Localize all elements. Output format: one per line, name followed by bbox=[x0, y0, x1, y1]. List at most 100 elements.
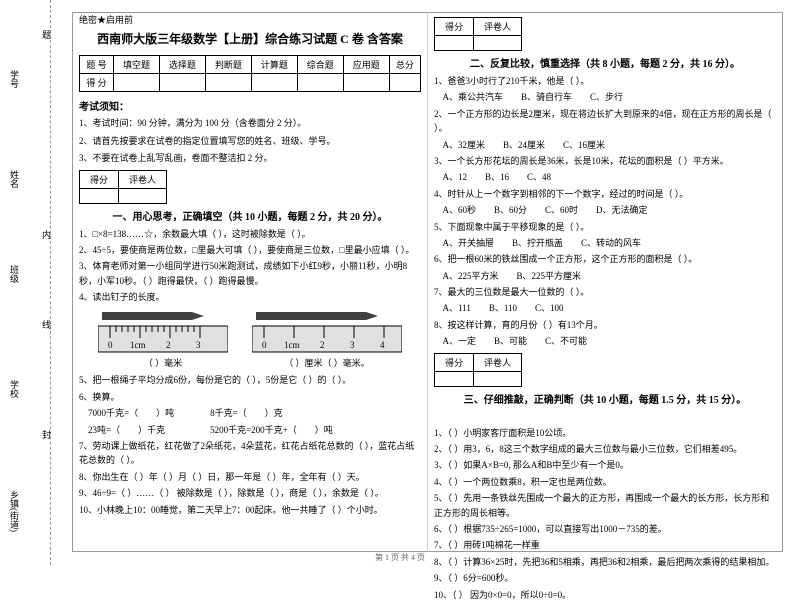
notice-item: 1、考试时间：90 分钟，满分为 100 分（含卷面分 2 分）。 bbox=[79, 117, 421, 131]
grade-cell bbox=[435, 36, 474, 51]
question: 4、读出钉子的长度。 bbox=[79, 290, 421, 304]
score-cell bbox=[114, 74, 160, 92]
question-options: A、开关抽屉 B、拧开瓶盖 C、转动的风车 bbox=[434, 236, 776, 250]
binding-char: 内 bbox=[40, 230, 53, 239]
binding-label: 班级 bbox=[8, 265, 21, 283]
question: 1、爸爸3小时行了210千米，他是（ ）。 bbox=[434, 74, 776, 88]
ruler-left: 0 1cm 2 3 （ ）毫米 bbox=[98, 308, 228, 369]
ruler-row: 0 1cm 2 3 （ ）毫米 bbox=[79, 308, 421, 369]
score-cell: 计算题 bbox=[251, 56, 297, 74]
question: 10、（ ） 因为0×0=0，所以0÷0=0。 bbox=[434, 588, 776, 602]
question-options: A、32厘米 B、24厘米 C、16厘米 bbox=[434, 138, 776, 152]
grade-cell: 评卷人 bbox=[474, 353, 522, 371]
svg-text:4: 4 bbox=[380, 340, 385, 350]
question: 9、46÷9=（ ）……（ ） 被除数是（ ），除数是（ ），商是（ ），余数是… bbox=[79, 486, 421, 500]
grade-box: 得分评卷人 bbox=[434, 353, 522, 387]
score-cell bbox=[389, 74, 420, 92]
score-cell: 应用题 bbox=[343, 56, 389, 74]
grade-cell bbox=[474, 371, 522, 386]
grade-box: 得分评卷人 bbox=[434, 17, 522, 51]
secret-label: 绝密★启用前 bbox=[79, 13, 421, 26]
score-cell: 综合题 bbox=[297, 56, 343, 74]
question: 3、（ ）如果A×B=0, 那么A和B中至少有一个是0。 bbox=[434, 458, 776, 472]
question: 4、（ ）一个两位数乘8，积一定也是两位数。 bbox=[434, 475, 776, 489]
ruler-right: 0 1cm 2 3 4 （ ）厘米（ ）毫米。 bbox=[252, 308, 402, 369]
score-cell: 填空题 bbox=[114, 56, 160, 74]
question: 8、按这样计算，育的月份（ ）有13个月。 bbox=[434, 318, 776, 332]
binding-label: 学校 bbox=[8, 380, 21, 398]
score-cell bbox=[205, 74, 251, 92]
grade-cell: 评卷人 bbox=[474, 18, 522, 36]
grade-cell: 得分 bbox=[80, 170, 119, 188]
grade-box: 得分评卷人 bbox=[79, 170, 167, 204]
question: 2、45÷5，要使商是两位数，□里最大可填（ ），要使商是三位数，□里最小应填（… bbox=[79, 243, 421, 257]
ruler-icon: 0 1cm 2 3 bbox=[98, 308, 228, 354]
section-title: 一、用心思考，正确填空（共 10 小题，每题 2 分，共 20 分）。 bbox=[79, 208, 421, 223]
question-options: A、225平方米 B、225平方厘米 bbox=[434, 269, 776, 283]
ruler-caption: （ ）毫米 bbox=[144, 356, 182, 369]
score-table: 题 号 填空题 选择题 判断题 计算题 综合题 应用题 总分 得 分 bbox=[79, 55, 421, 92]
score-cell bbox=[343, 74, 389, 92]
question: 10、小林晚上10：00睡觉，第二天早上7：00起床。他一共睡了（ ）个小时。 bbox=[79, 503, 421, 517]
question: 6、换算。 bbox=[79, 390, 421, 404]
score-cell: 题 号 bbox=[80, 56, 114, 74]
page-footer: 第 1 页 共 4 页 bbox=[0, 552, 800, 563]
section-title: 二、反复比较，慎重选择（共 8 小题，每题 2 分，共 16 分）。 bbox=[434, 55, 776, 70]
table-row: 题 号 填空题 选择题 判断题 计算题 综合题 应用题 总分 bbox=[80, 56, 421, 74]
question: 6、把一根60米的铁丝围成一个正方形，这个正方形的面积是（ ）。 bbox=[434, 252, 776, 266]
grade-cell: 得分 bbox=[435, 18, 474, 36]
spacer bbox=[434, 410, 776, 424]
binding-char: 题 bbox=[40, 30, 53, 39]
question: 23吨=（ ）千克 5200千克=200千克+（ ）吨 bbox=[79, 423, 421, 437]
svg-text:1cm: 1cm bbox=[130, 340, 146, 350]
score-cell: 判断题 bbox=[205, 56, 251, 74]
question-options: A、12 B、16 C、48 bbox=[434, 170, 776, 184]
table-row: 得 分 bbox=[80, 74, 421, 92]
score-cell: 总分 bbox=[389, 56, 420, 74]
binding-dashed-line bbox=[50, 0, 51, 565]
binding-label: 学号 bbox=[8, 70, 21, 88]
question: 7000千克=（ ）吨 8千克=（ ）克 bbox=[79, 406, 421, 420]
question-options: A、60秒 B、60分 C、60时 D、无法确定 bbox=[434, 203, 776, 217]
score-cell bbox=[251, 74, 297, 92]
question: 3、一个长方形花坛的周长是36米，长是10米，花坛的面积是（ ）平方米。 bbox=[434, 154, 776, 168]
right-column: 得分评卷人 二、反复比较，慎重选择（共 8 小题，每题 2 分，共 16 分）。… bbox=[428, 12, 783, 552]
grade-cell bbox=[474, 36, 522, 51]
binding-label: 乡镇(街道) bbox=[8, 490, 21, 532]
binding-char: 封 bbox=[40, 430, 53, 439]
score-cell bbox=[297, 74, 343, 92]
binding-label: 姓名 bbox=[8, 170, 21, 188]
question: 2、一个正方形的边长是2厘米，现在将边长扩大到原来的4倍，现在正方形的周长是（ … bbox=[434, 107, 776, 136]
svg-text:0: 0 bbox=[108, 340, 113, 350]
notice-item: 3、不要在试卷上乱写乱画，卷面不整洁扣 2 分。 bbox=[79, 152, 421, 166]
question: 7、劳动课上做纸花，红花做了2朵纸花，4朵蓝花，红花占纸花总数的（ ），蓝花占纸… bbox=[79, 439, 421, 468]
question: 4、时针从上一个数字到相邻的下一个数字，经过的时间是（ ）。 bbox=[434, 187, 776, 201]
question: 8、你出生在（ ）年（ ）月（ ）日，那一年是（ ）年，全年有（ ）天。 bbox=[79, 470, 421, 484]
ruler-icon: 0 1cm 2 3 4 bbox=[252, 308, 402, 354]
question: 7、最大的三位数是最大一位数的（ ）。 bbox=[434, 285, 776, 299]
score-cell: 得 分 bbox=[80, 74, 114, 92]
svg-text:3: 3 bbox=[196, 340, 201, 350]
grade-cell: 得分 bbox=[435, 353, 474, 371]
content-area: 绝密★启用前 西南师大版三年级数学【上册】综合练习试题 C 卷 含答案 题 号 … bbox=[72, 12, 792, 552]
svg-text:0: 0 bbox=[262, 340, 267, 350]
exam-title: 西南师大版三年级数学【上册】综合练习试题 C 卷 含答案 bbox=[79, 30, 421, 47]
question: 7、（ ）用砖1吨棉花一样重 bbox=[434, 538, 776, 552]
binding-area: 乡镇(街道) 学校 班级 姓名 学号 题 内 线 封 bbox=[0, 0, 60, 565]
grade-cell: 评卷人 bbox=[119, 170, 167, 188]
question-options: A、乘公共汽车 B、骑自行车 C、步行 bbox=[434, 90, 776, 104]
question: 2、（ ）用3，6，8这三个数字组成的最大三位数与最小三位数，它们相差495。 bbox=[434, 442, 776, 456]
question: 5、下面现象中属于平移现象的是（ ）。 bbox=[434, 220, 776, 234]
question-options: A、111 B、110 C、100 bbox=[434, 301, 776, 315]
question: 6、（ ）根据735÷265=1000，可以直接写出1000－735的差。 bbox=[434, 522, 776, 536]
binding-char: 线 bbox=[40, 320, 53, 329]
page-root: 乡镇(街道) 学校 班级 姓名 学号 题 内 线 封 绝密★启用前 西南师大版三… bbox=[0, 0, 800, 565]
svg-text:2: 2 bbox=[166, 340, 171, 350]
grade-cell bbox=[80, 188, 119, 203]
svg-text:2: 2 bbox=[320, 340, 325, 350]
ruler-caption: （ ）厘米（ ）毫米。 bbox=[284, 356, 370, 369]
question-options: A、一定 B、可能 C、不可能 bbox=[434, 334, 776, 348]
score-cell: 选择题 bbox=[159, 56, 205, 74]
score-cell bbox=[159, 74, 205, 92]
question: 5、（ ）先用一条铁丝先围成一个最大的正方形，再围成一个最大的长方形，长方形和正… bbox=[434, 491, 776, 520]
